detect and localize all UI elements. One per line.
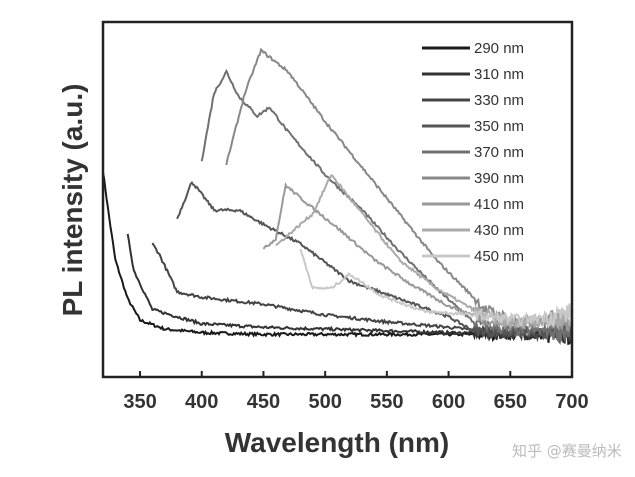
series-line-450-nm: [299, 248, 573, 329]
x-tick-label: 600: [432, 391, 465, 413]
legend-label: 310 nm: [474, 66, 524, 83]
series-line-290-nm: [102, 172, 573, 346]
x-tick-label: 350: [123, 391, 156, 413]
x-tick-label: 650: [494, 391, 527, 413]
x-tick-label: 450: [247, 391, 280, 413]
legend: 290 nm 310 nm 330 nm 350 nm 370 nm 390 nm 410 …: [422, 40, 524, 265]
legend-label: 430 nm: [474, 222, 524, 239]
x-tick-label: 550: [370, 391, 403, 413]
legend-label: 330 nm: [474, 92, 524, 109]
legend-label: 370 nm: [474, 144, 524, 161]
watermark: 知乎 @赛曼纳米: [512, 442, 622, 460]
x-tick-label: 400: [185, 391, 218, 413]
legend-label: 450 nm: [474, 248, 524, 265]
x-tick-label: 700: [555, 391, 588, 413]
x-tick-label: 500: [308, 391, 341, 413]
legend-label: 390 nm: [474, 170, 524, 187]
x-ticks: 350 400 450 500 550 600 650 700: [123, 371, 589, 413]
legend-label: 290 nm: [474, 40, 524, 57]
y-axis-label: PL intensity (a.u.): [57, 84, 88, 317]
legend-label: 410 nm: [474, 196, 524, 213]
x-axis-label: Wavelength (nm): [225, 427, 450, 458]
series-line-370-nm: [200, 68, 573, 344]
series-line-430-nm: [275, 173, 573, 332]
series-layer: [102, 47, 573, 346]
plot-frame: [101, 20, 574, 379]
legend-label: 350 nm: [474, 118, 524, 135]
series-line-350-nm: [176, 180, 573, 346]
